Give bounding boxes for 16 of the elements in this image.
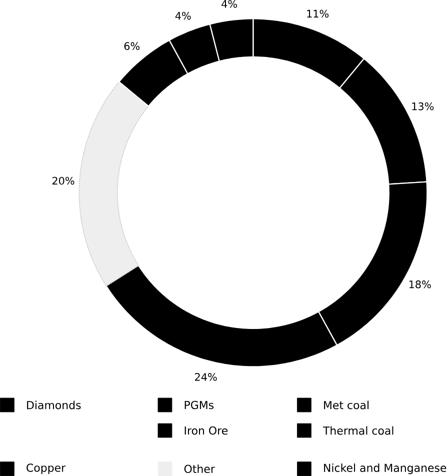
data-label: 18% xyxy=(409,280,431,288)
data-label: 11% xyxy=(307,10,329,18)
legend-label: Other xyxy=(184,464,215,474)
legend-label: Diamonds xyxy=(27,400,81,410)
data-label: 24% xyxy=(195,373,217,381)
legend-label: Iron Ore xyxy=(184,426,228,435)
legend-label: Copper xyxy=(26,464,66,474)
legend-label: Nickel and Manganese xyxy=(324,463,446,474)
legend-label: Thermal coal xyxy=(322,426,394,435)
data-label: 6% xyxy=(124,42,140,50)
data-label: 13% xyxy=(412,102,434,110)
data-label: 20% xyxy=(52,176,74,185)
data-label: 4% xyxy=(175,12,191,20)
legend-label: Met coal xyxy=(324,400,369,410)
data-label: 4% xyxy=(222,0,238,8)
legend-label: PGMs xyxy=(184,400,214,410)
